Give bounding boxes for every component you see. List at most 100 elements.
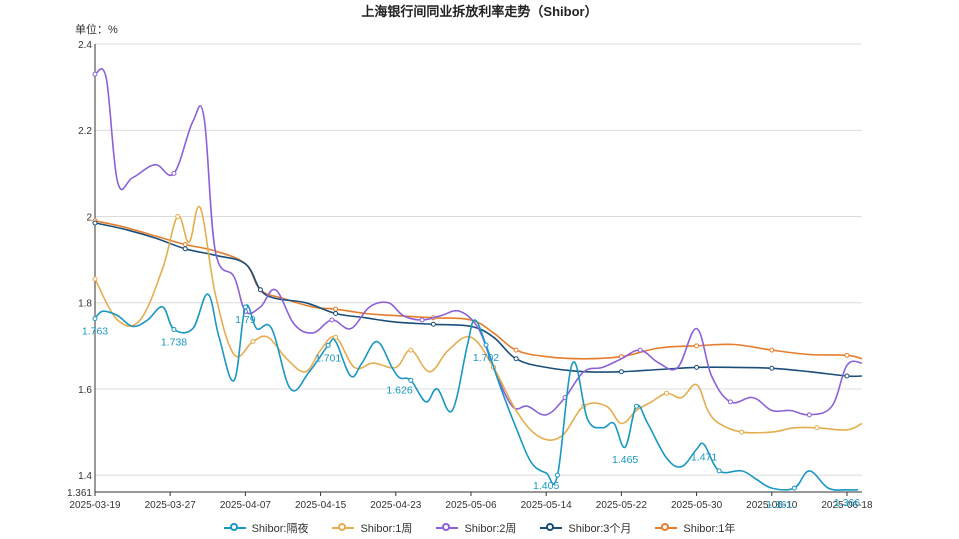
series-group [92,68,863,418]
data-point [257,287,263,293]
data-point [513,356,519,362]
data-label: 1.763 [82,326,108,338]
x-tick-label: 2025-03-27 [145,500,197,511]
y-tick-label: 2.2 [78,126,92,137]
y-tick-label: 1.4 [78,471,92,482]
data-label: 1.702 [473,352,499,364]
legend-item[interactable]: Shibor:1年 [655,520,735,536]
data-point [333,334,339,340]
data-label: 1.465 [612,454,638,466]
data-point [242,304,248,310]
data-point [92,220,98,226]
legend-item[interactable]: Shibor:2周 [436,520,516,536]
data-point [408,377,414,383]
data-point [419,317,425,323]
label-layer: 1.763 1.738 1.79 1.701 1.626 1.702 1.405 1.465 1… [82,314,860,511]
legend-label: Shibor:1年 [683,523,736,535]
data-label: 1.738 [161,336,187,348]
y-tick-label: 1.361 [67,488,92,499]
series-line [94,68,863,416]
x-tick-label: 2025-04-07 [220,500,272,511]
data-point [618,369,624,375]
data-point [637,347,643,353]
x-tick-label: 2025-04-15 [295,500,347,511]
x-tick-label: 2025-06-18 [821,500,873,511]
legend-swatch [332,523,355,533]
data-point [791,485,797,491]
data-point [329,317,335,323]
data-point [739,429,745,435]
data-point [806,412,812,418]
data-point [182,246,188,252]
chart-svg: 上海银行间同业拆放利率走势（Shibor） 单位：% 2.4 2.2 2 1.8 1.6… [67,4,873,511]
data-point [769,347,775,353]
data-point [513,347,519,353]
data-point [694,364,700,370]
series-group [92,218,863,360]
data-point [633,403,639,409]
data-label: 1.79 [235,314,256,326]
chart-title: 上海银行间同业拆放利率走势（Shibor） [361,4,597,19]
legend-swatch [436,523,459,533]
series-group [92,293,859,491]
data-point [250,339,256,345]
series-line [94,222,863,378]
series-group [92,220,863,379]
unit-label: 单位：% [75,22,118,36]
series-line [94,220,863,360]
series-line [94,293,859,491]
legend-label: Shibor:1周 [360,523,413,535]
series-layer [92,68,863,491]
data-point [554,472,560,478]
data-point [333,306,339,312]
x-tick-label: 2025-05-06 [445,500,497,511]
data-label: 1.405 [533,480,559,492]
x-tick-label: 2025-05-22 [596,500,648,511]
x-tick-label: 2025-04-23 [370,500,422,511]
x-tick-label: 2025-06-10 [746,500,798,511]
data-label: 1.471 [691,452,717,464]
data-point [430,321,436,327]
legend-swatch [655,523,678,533]
data-label: 1.701 [315,352,341,364]
data-point [333,310,339,316]
data-point [92,71,98,77]
legend-swatch [540,523,563,533]
data-point [769,365,775,371]
series-line [94,205,863,441]
y-tick-label: 2.4 [78,40,92,51]
data-point [844,352,850,358]
legend: Shibor:隔夜 Shibor:1周 Shibor:2周 Shibor:3个月 Shi… [0,518,959,538]
legend-label: Shibor:2周 [464,523,517,535]
data-label: 1.361 [766,499,792,511]
data-point [325,342,331,348]
data-point [171,170,177,176]
y-tick-label: 1.8 [78,299,92,310]
data-point [844,373,850,379]
data-point [483,342,489,348]
legend-item[interactable]: Shibor:隔夜 [223,520,309,536]
data-point [182,242,188,248]
data-point [92,276,98,282]
x-tick-label: 2025-05-14 [521,500,573,511]
data-point [663,390,669,396]
legend-label: Shibor:隔夜 [251,523,309,535]
data-point [727,399,733,405]
legend-swatch [223,523,246,533]
x-tick-label: 2025-05-30 [671,500,723,511]
x-tick-label: 2025-03-19 [69,500,121,511]
legend-label: Shibor:3个月 [568,523,632,535]
series-group [92,205,863,441]
data-point [175,213,181,219]
data-label: 1.626 [386,385,412,397]
y-tick-label: 2 [86,212,92,223]
data-point [171,326,177,332]
data-point [694,343,700,349]
legend-item[interactable]: Shibor:3个月 [540,520,631,536]
data-point [814,425,820,431]
legend-item[interactable]: Shibor:1周 [332,520,412,536]
y-tick-label: 1.6 [78,385,92,396]
data-label: 1.366 [834,497,860,509]
